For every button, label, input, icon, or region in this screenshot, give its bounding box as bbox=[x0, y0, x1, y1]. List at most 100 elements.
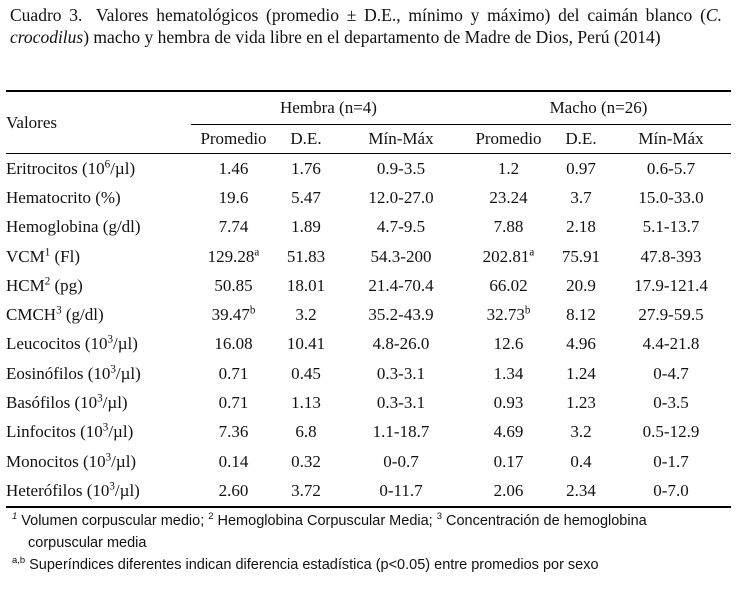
cell-f-range-value: 0-0.7 bbox=[383, 451, 419, 471]
caption-text-after: ) macho y hembra de vida libre en el dep… bbox=[83, 27, 661, 47]
row-name-cell: Eritrocitos (106/µl) bbox=[6, 154, 191, 184]
cell-m-mean-value: 202.81 bbox=[482, 246, 530, 266]
cell-m-range-value: 15.0-33.0 bbox=[638, 187, 704, 207]
footnote-1-marker: 1 bbox=[12, 510, 18, 522]
table-row: Linfocitos (103/µl) 7.36 6.8 1.1-18.7 4.69 3.… bbox=[6, 418, 731, 447]
cell-f-sd: 1.89 bbox=[276, 213, 336, 242]
cell-m-sd: 8.12 bbox=[551, 300, 611, 329]
cell-m-mean-value: 1.34 bbox=[493, 363, 524, 383]
cell-m-mean: 7.88 bbox=[466, 213, 551, 242]
footnote-2-marker: 2 bbox=[208, 510, 214, 522]
cell-m-range-value: 5.1-13.7 bbox=[642, 217, 700, 237]
cell-m-range: 0-7.0 bbox=[611, 476, 731, 508]
table-row: CMCH3 (g/dl) 39.47b 3.2 35.2-43.9 32.73b 8.12… bbox=[6, 300, 731, 329]
cell-f-range: 54.3-200 bbox=[336, 242, 466, 271]
cell-f-mean-value: 16.08 bbox=[214, 334, 253, 354]
cell-f-mean: 7.36 bbox=[191, 418, 276, 447]
footnote-ab-text: Superíndices diferentes indican diferenc… bbox=[25, 557, 599, 573]
cell-f-mean-value: 0.71 bbox=[218, 363, 249, 383]
cell-f-sd-value: 6.8 bbox=[295, 422, 317, 442]
cell-m-mean: 32.73b bbox=[466, 300, 551, 329]
cell-m-sd-value: 75.91 bbox=[561, 246, 601, 266]
row-name-cell: Heterófilos (103/µl) bbox=[6, 476, 191, 508]
cell-f-range: 0-0.7 bbox=[336, 447, 466, 476]
cell-f-sd-value: 1.76 bbox=[291, 158, 321, 178]
row-label: Monocitos (10 bbox=[6, 451, 106, 471]
row-label-unit: /µl) bbox=[114, 480, 140, 500]
cell-m-mean: 4.69 bbox=[466, 418, 551, 447]
cell-f-sd: 10.41 bbox=[276, 330, 336, 359]
cell-m-range-value: 0-7.0 bbox=[653, 480, 689, 500]
cell-f-range: 35.2-43.9 bbox=[336, 300, 466, 329]
cell-f-mean: 0.71 bbox=[191, 388, 276, 417]
cell-m-sd-value: 1.23 bbox=[566, 393, 596, 413]
cell-f-range: 0-11.7 bbox=[336, 476, 466, 508]
row-label-sup: 3 bbox=[105, 450, 112, 463]
row-label-sup: 3 bbox=[102, 421, 109, 434]
cell-m-mean: 2.06 bbox=[466, 476, 551, 508]
cell-f-sd-value: 51.83 bbox=[286, 246, 326, 266]
cell-m-sd: 2.18 bbox=[551, 213, 611, 242]
row-name-cell: CMCH3 (g/dl) bbox=[6, 300, 191, 329]
cell-f-sd: 3.2 bbox=[276, 300, 336, 329]
cell-f-mean-sup: a bbox=[254, 245, 260, 258]
cell-f-mean: 16.08 bbox=[191, 330, 276, 359]
header-row-subheaders: Promedio D.E. Mín-Máx Promedio D.E. Mín-… bbox=[6, 124, 731, 154]
cell-m-sd: 75.91 bbox=[551, 242, 611, 271]
row-name-cell: Leucocitos (103/µl) bbox=[6, 330, 191, 359]
cell-f-sd: 5.47 bbox=[276, 183, 336, 212]
cell-m-range-value: 0-1.7 bbox=[653, 451, 689, 471]
row-name-cell: Monocitos (103/µl) bbox=[6, 447, 191, 476]
cell-f-mean-value: 1.46 bbox=[218, 158, 249, 178]
row-name-cell: Hematocrito (%) bbox=[6, 183, 191, 212]
cell-m-sd: 2.34 bbox=[551, 476, 611, 508]
subheader-m-de: D.E. bbox=[551, 124, 611, 154]
table-row: Leucocitos (103/µl) 16.08 10.41 4.8-26.0 12.… bbox=[6, 330, 731, 359]
cell-f-mean: 129.28a bbox=[191, 242, 276, 271]
row-label: HCM bbox=[6, 275, 45, 295]
cell-m-sd-value: 3.7 bbox=[570, 187, 592, 207]
cell-f-mean: 39.47b bbox=[191, 300, 276, 329]
table-caption: Cuadro 3. Valores hematológicos (promedi… bbox=[10, 4, 722, 48]
cell-m-range-value: 0.5-12.9 bbox=[642, 422, 700, 442]
cell-m-mean-value: 0.93 bbox=[493, 393, 524, 413]
table-row: VCM1 (Fl) 129.28a 51.83 54.3-200 202.81 a 75.9… bbox=[6, 242, 731, 271]
cell-m-sd-value: 0.4 bbox=[570, 451, 592, 471]
cell-f-range-value: 0-11.7 bbox=[379, 480, 423, 500]
cell-f-range: 21.4-70.4 bbox=[336, 271, 466, 300]
cell-m-range: 27.9-59.5 bbox=[611, 300, 731, 329]
cell-m-mean-value: 1.2 bbox=[497, 158, 520, 178]
cell-f-sd-value: 10.41 bbox=[286, 334, 326, 354]
cell-f-sd: 6.8 bbox=[276, 418, 336, 447]
cell-f-range: 0.9-3.5 bbox=[336, 154, 466, 184]
row-label: Heterófilos (10 bbox=[6, 480, 110, 500]
cell-m-range-value: 0-3.5 bbox=[653, 393, 689, 413]
hematology-table: Valores Hembra (n=4) Macho (n=26) Promed… bbox=[6, 90, 731, 508]
cell-m-mean-value: 66.02 bbox=[489, 275, 528, 295]
cell-m-mean-value: 4.69 bbox=[493, 422, 524, 442]
cell-f-mean: 1.46 bbox=[191, 154, 276, 184]
cell-m-mean: 23.24 bbox=[466, 183, 551, 212]
cell-f-range-value: 0.9-3.5 bbox=[376, 158, 426, 178]
cell-f-mean: 0.14 bbox=[191, 447, 276, 476]
cell-m-mean: 0.17 bbox=[466, 447, 551, 476]
cell-m-sd-value: 3.2 bbox=[570, 422, 592, 442]
row-name-cell: VCM1 (Fl) bbox=[6, 242, 191, 271]
cell-f-sd-value: 5.47 bbox=[291, 187, 321, 207]
row-label: VCM bbox=[6, 246, 45, 266]
row-label-unit: /µl) bbox=[108, 422, 134, 442]
row-label-unit: (pg) bbox=[50, 275, 83, 295]
cell-f-range-value: 4.7-9.5 bbox=[376, 217, 426, 237]
cell-f-mean-value: 0.71 bbox=[218, 393, 249, 413]
cell-f-sd: 51.83 bbox=[276, 242, 336, 271]
cell-f-mean: 2.60 bbox=[191, 476, 276, 508]
cell-m-range-value: 4.4-21.8 bbox=[642, 334, 700, 354]
row-label-sup: 6 bbox=[104, 157, 111, 170]
row-label: Hematocrito (%) bbox=[6, 187, 121, 207]
table-row: Eritrocitos (106/µl) 1.46 1.76 0.9-3.5 1.2 0.… bbox=[6, 154, 731, 184]
cell-f-sd-value: 1.89 bbox=[291, 217, 321, 237]
row-label-sup: 3 bbox=[109, 480, 115, 493]
cell-m-sd-value: 4.96 bbox=[566, 334, 596, 354]
row-label-unit: /µl) bbox=[102, 393, 128, 413]
caption-species: C. crocodilus bbox=[10, 5, 722, 47]
